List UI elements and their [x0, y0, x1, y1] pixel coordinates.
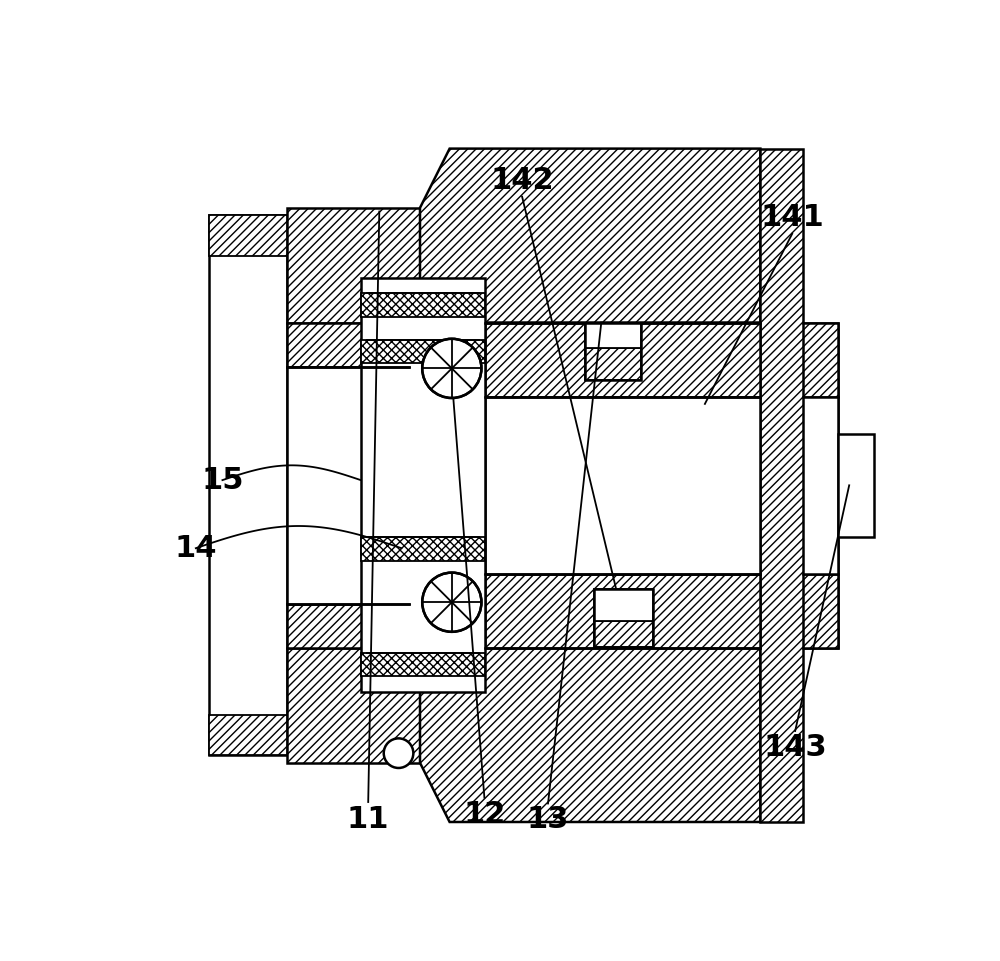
Text: 14: 14 [175, 533, 217, 563]
Text: 11: 11 [347, 805, 389, 834]
Bar [361, 278, 485, 693]
Bar [361, 293, 485, 316]
Bar [287, 367, 409, 604]
Bar [209, 715, 287, 755]
Polygon shape [287, 604, 409, 648]
Polygon shape [287, 323, 409, 367]
Bar [361, 339, 485, 363]
Bar [803, 397, 838, 574]
Polygon shape [420, 149, 760, 323]
Bar [585, 323, 641, 381]
Bar [485, 397, 760, 574]
Bar [838, 433, 874, 537]
Polygon shape [420, 648, 760, 822]
Text: 13: 13 [527, 805, 569, 834]
Polygon shape [287, 648, 420, 763]
Bar [361, 653, 485, 677]
Bar [585, 349, 641, 381]
Text: 15: 15 [201, 466, 244, 495]
Text: 143: 143 [763, 733, 827, 762]
Circle shape [384, 738, 413, 768]
Circle shape [422, 339, 481, 398]
Bar [594, 589, 653, 647]
Bar [803, 574, 838, 648]
Text: 12: 12 [463, 801, 506, 829]
Bar [594, 621, 653, 647]
Bar [209, 215, 287, 755]
Bar [485, 323, 760, 397]
Text: 141: 141 [760, 203, 824, 232]
Polygon shape [287, 208, 420, 323]
Bar [585, 323, 641, 349]
Bar [209, 215, 287, 256]
Bar [803, 323, 838, 397]
Bar [594, 589, 653, 621]
Bar [361, 537, 485, 561]
Bar [485, 574, 760, 648]
Polygon shape [760, 149, 838, 822]
Circle shape [422, 573, 481, 631]
Text: 142: 142 [490, 166, 554, 195]
